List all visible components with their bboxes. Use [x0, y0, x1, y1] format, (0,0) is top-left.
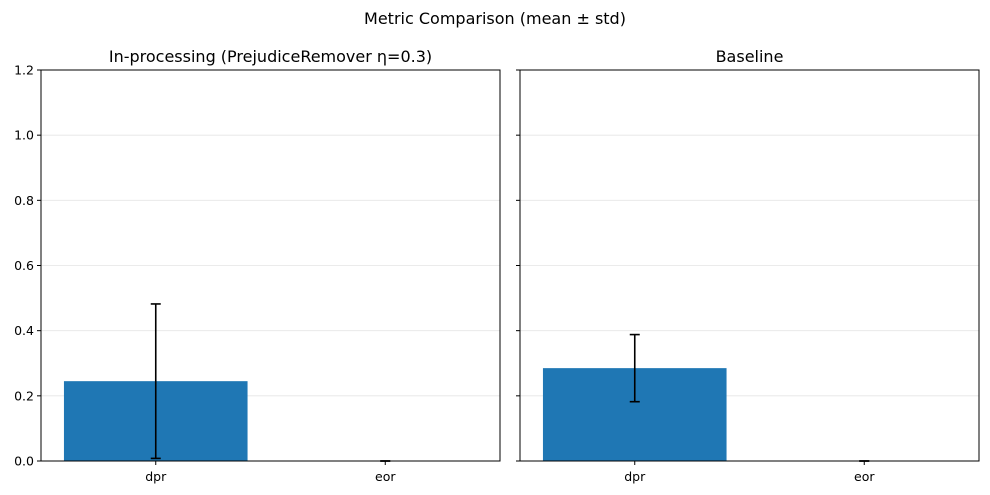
error-bar-dpr — [629, 333, 640, 403]
y-tick-label: 0.2 — [14, 388, 34, 403]
left-subplot-title: In-processing (PrejudiceRemover η=0.3) — [109, 47, 432, 66]
y-tick-label: 0.8 — [14, 193, 34, 208]
left-subplot: In-processing (PrejudiceRemover η=0.3) 0… — [14, 47, 501, 484]
error-bar-dpr — [150, 303, 161, 460]
right-subplot: Baseline dpr eor — [516, 47, 980, 484]
x-tick-label: dpr — [624, 469, 646, 484]
right-subplot-title: Baseline — [716, 47, 784, 66]
y-tick-label: 1.2 — [14, 63, 34, 78]
y-tick-label: 0.4 — [14, 323, 34, 338]
x-tick-label: dpr — [145, 469, 167, 484]
x-tick-label: eor — [854, 469, 875, 484]
x-tick-label: eor — [375, 469, 396, 484]
y-tick-label: 0.0 — [14, 454, 34, 469]
figure-suptitle: Metric Comparison (mean ± std) — [364, 9, 626, 28]
y-tick-label: 0.6 — [14, 258, 34, 273]
y-tick-label: 1.0 — [14, 128, 34, 143]
